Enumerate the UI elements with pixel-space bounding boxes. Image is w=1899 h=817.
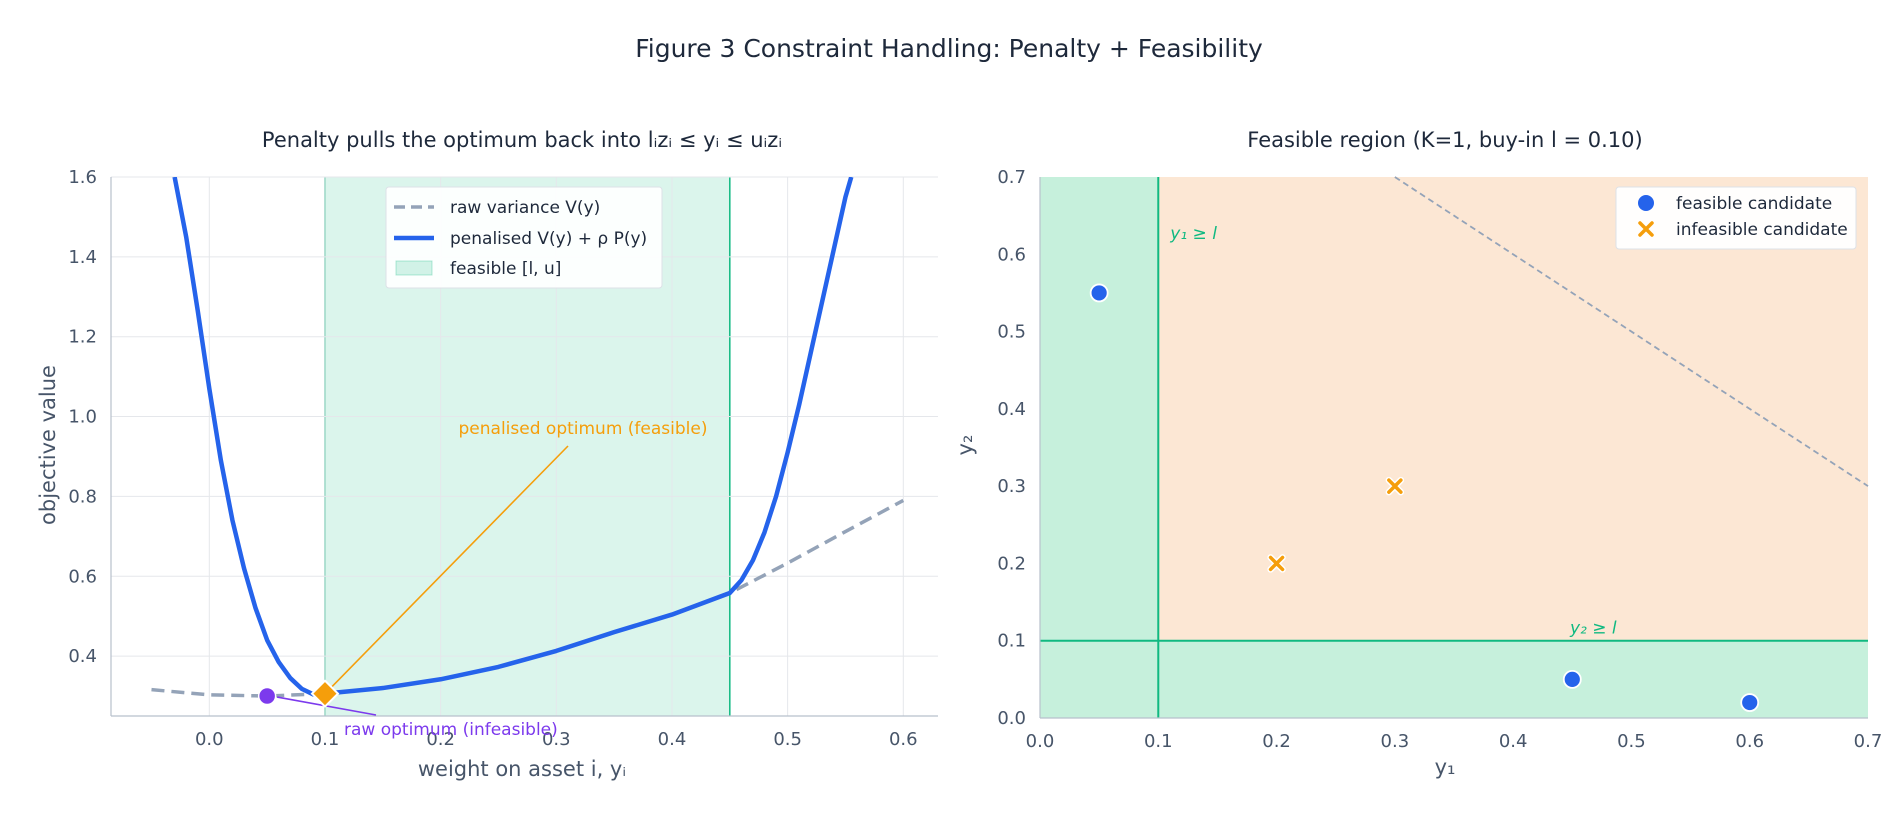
legend: raw variance V(y) penalised V(y) + ρ P(y)… — [385, 186, 663, 289]
x-marker — [1268, 555, 1285, 572]
x-tick-label: 0.1 — [311, 729, 340, 750]
x-tick-label: 0.1 — [1144, 731, 1173, 752]
budget-line — [1394, 176, 1869, 487]
feasible-strip-y2 — [1040, 640, 1868, 718]
feasible-candidate-point — [1089, 283, 1109, 303]
y-tick-labels: 0.4 0.6 0.8 1.0 1.2 1.4 1.6 — [68, 167, 97, 667]
x-tick-label: 0.3 — [542, 729, 571, 750]
legend-label: feasible [l, u] — [450, 259, 561, 279]
threshold-label-y1: y₁ ≥ l — [1169, 224, 1217, 244]
x-tick-label: 0.0 — [195, 729, 224, 750]
penalty-panel: 0.0 0.1 0.2 0.3 0.4 0.5 0.6 0.4 0.6 0.8 1.0 1.2 1.4… — [36, 128, 938, 781]
penalised-optimum-label: penalised optimum (feasible) — [459, 419, 708, 439]
y-tick-label: 0.5 — [997, 322, 1026, 343]
legend-box — [385, 186, 663, 289]
x-axis-label: weight on asset i, yᵢ — [418, 757, 626, 781]
legend-label: raw variance V(y) — [450, 198, 600, 218]
penalised-line — [172, 177, 854, 697]
y-tick-label: 0.6 — [68, 566, 97, 587]
legend-swatch-infeasible — [1638, 221, 1654, 237]
x-tick-label: 0.3 — [1381, 731, 1410, 752]
infeasible-candidate-point — [1267, 554, 1286, 573]
y-tick-label: 1.6 — [68, 167, 97, 188]
x-tick-label: 0.2 — [1262, 731, 1291, 752]
y-tick-label: 0.8 — [68, 486, 97, 507]
legend-swatch-feasible — [1638, 195, 1654, 211]
legend-swatch-feasible — [395, 260, 433, 276]
y-tick-label: 1.2 — [68, 327, 97, 348]
raw-variance-line — [151, 498, 905, 698]
y-axis-label: objective value — [36, 365, 60, 525]
penalised-optimum-arrow — [330, 445, 569, 689]
feasible-strip-y1 — [1040, 177, 1159, 718]
x-tick-labels: 0.0 0.1 0.2 0.3 0.4 0.5 0.6 — [195, 729, 918, 750]
x-tick-labels: 0.0 0.1 0.2 0.3 0.4 0.5 0.6 0.7 — [1026, 731, 1883, 752]
x-tick-label: 0.5 — [1617, 731, 1646, 752]
y-tick-label: 1.4 — [68, 247, 97, 268]
y-tick-label: 1.0 — [68, 407, 97, 428]
y-tick-label: 0.4 — [997, 399, 1026, 420]
legend-label: infeasible candidate — [1676, 220, 1848, 240]
y-tick-labels: 0.0 0.1 0.2 0.3 0.4 0.5 0.6 0.7 — [997, 167, 1026, 729]
x-tick-label: 0.0 — [1026, 731, 1055, 752]
series-lines — [151, 177, 905, 698]
x-tick-label: 0.4 — [1499, 731, 1528, 752]
feasible-candidate-point — [1562, 669, 1582, 689]
x-tick-label: 0.6 — [1735, 731, 1764, 752]
legend-box — [1615, 186, 1857, 250]
y-tick-label: 0.2 — [997, 553, 1026, 574]
infeasible-region — [1040, 177, 1868, 718]
x-tick-label: 0.7 — [1854, 731, 1883, 752]
penalised-optimum-marker — [310, 679, 340, 709]
legend-label: feasible candidate — [1676, 194, 1832, 214]
x-tick-label: 0.6 — [889, 729, 918, 750]
y-tick-label: 0.3 — [997, 476, 1026, 497]
y-tick-label: 0.7 — [997, 167, 1026, 188]
x-tick-label: 0.4 — [658, 729, 687, 750]
feasible-candidate-point — [1740, 693, 1760, 712]
feasible-region-panel: y₁ ≥ l y₂ ≥ l 0.0 0.1 0.2 0.3 0.4 0.5 0.6 0.7 0.… — [953, 128, 1882, 779]
threshold-label-y2: y₂ ≥ l — [1569, 619, 1617, 639]
y-tick-label: 0.0 — [997, 708, 1026, 729]
penalty-panel-title: Penalty pulls the optimum back into lᵢzᵢ… — [262, 128, 782, 152]
raw-optimum-marker — [257, 686, 277, 706]
x-tick-label: 0.2 — [426, 729, 455, 750]
figure-title: Figure 3 Constraint Handling: Penalty + … — [635, 34, 1263, 63]
x-marker — [1387, 478, 1403, 494]
legend-label: penalised V(y) + ρ P(y) — [450, 229, 647, 249]
y-axis-label: y₂ — [953, 435, 977, 456]
y-tick-label: 0.1 — [997, 631, 1026, 652]
raw-optimum-label: raw optimum (infeasible) — [344, 720, 558, 740]
feasible-panel-title: Feasible region (K=1, buy-in l = 0.10) — [1247, 128, 1642, 152]
legend: feasible candidate infeasible candidate — [1615, 186, 1857, 250]
x-tick-label: 0.5 — [773, 729, 802, 750]
y-tick-label: 0.4 — [68, 646, 97, 667]
y-tick-label: 0.6 — [997, 244, 1026, 265]
infeasible-candidate-point — [1385, 476, 1405, 496]
x-axis-label: y₁ — [1435, 755, 1456, 779]
